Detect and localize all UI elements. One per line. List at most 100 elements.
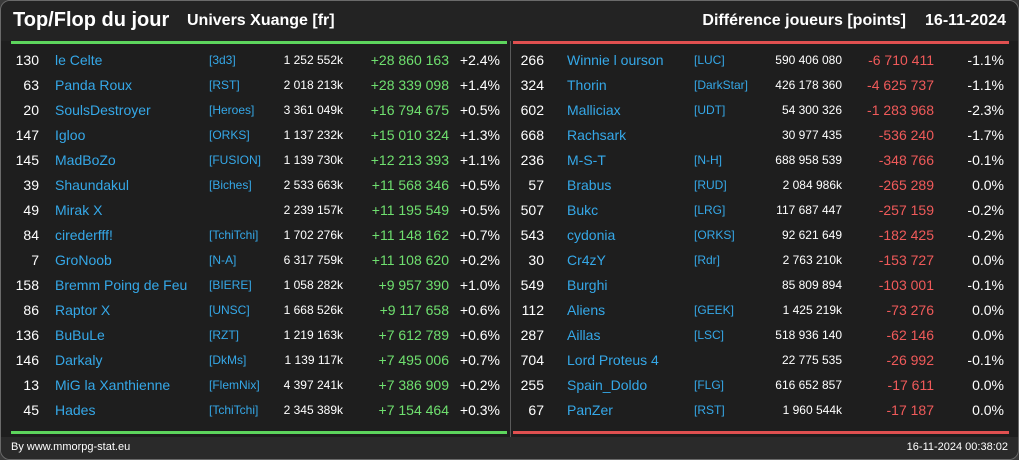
alliance-tag-link[interactable]: [BIERE]: [209, 278, 252, 292]
flop-bottom-bar: [513, 431, 1009, 434]
player-points: 4 397 241k: [283, 378, 343, 392]
player-name-link[interactable]: Thorin: [567, 77, 607, 93]
player-rank: 287: [520, 327, 544, 343]
player-name-link[interactable]: cirederfff!: [55, 227, 113, 243]
alliance-tag-link[interactable]: [RUD]: [694, 178, 727, 192]
player-points: 2 084 986k: [782, 178, 842, 192]
player-name-link[interactable]: Spain_Doldo: [567, 377, 648, 393]
player-name-link[interactable]: Brabus: [567, 177, 612, 193]
player-name-link[interactable]: MiG la Xanthienne: [55, 377, 171, 393]
player-rank: 20: [23, 102, 39, 118]
alliance-tag-link[interactable]: [RST]: [209, 78, 240, 92]
player-rank: 130: [15, 52, 39, 68]
percent-change: +0.7%: [459, 352, 500, 368]
alliance-tag-link[interactable]: [RST]: [694, 403, 725, 417]
player-name-link[interactable]: Shaundakul: [55, 177, 129, 193]
percent-change: -1.7%: [967, 127, 1004, 143]
player-name-link[interactable]: Igloo: [55, 127, 86, 143]
player-points: 54 300 326: [781, 103, 842, 117]
player-name-link[interactable]: Bukc: [567, 202, 599, 218]
top-row: 145 MadBoZo [FUSION] 1 139 730k +12 213 393 +…: [1, 148, 510, 173]
percent-change: +0.2%: [459, 377, 500, 393]
flop-row: 543 cydonia [ORKS] 92 621 649 -182 425 -0.2%: [511, 223, 1018, 248]
player-name-link[interactable]: M-S-T: [567, 152, 606, 168]
player-name-link[interactable]: MadBoZo: [55, 152, 116, 168]
alliance-tag-link[interactable]: [LRG]: [694, 203, 726, 217]
alliance-tag-link[interactable]: [DarkStar]: [694, 78, 749, 92]
alliance-tag-link[interactable]: [Heroes]: [209, 103, 255, 117]
alliance-tag-link[interactable]: [GEEK]: [694, 303, 735, 317]
points-difference: -536 240: [878, 127, 934, 143]
points-difference: -26 992: [886, 352, 934, 368]
alliance-tag-link[interactable]: [LSC]: [694, 328, 725, 342]
player-rank: 30: [528, 252, 544, 268]
alliance-tag-link[interactable]: [ORKS]: [209, 128, 250, 142]
alliance-tag-link[interactable]: [FLG]: [694, 378, 725, 392]
player-rank: 507: [520, 202, 544, 218]
points-difference: +7 386 909: [378, 377, 449, 393]
alliance-tag-link[interactable]: [Biches]: [209, 178, 252, 192]
points-difference: +7 154 464: [378, 402, 449, 418]
player-name-link[interactable]: Aliens: [567, 302, 606, 318]
alliance-tag-link[interactable]: [LUC]: [694, 53, 725, 67]
alliance-tag-link[interactable]: [N-A]: [209, 253, 237, 267]
flop-row: 704 Lord Proteus 4 22 775 535 -26 992 -0.1%: [511, 348, 1018, 373]
player-name-link[interactable]: Panda Roux: [55, 77, 133, 93]
player-name-link[interactable]: Burghi: [567, 277, 608, 293]
alliance-tag-link[interactable]: [UNSC]: [209, 303, 250, 317]
player-rank: 57: [528, 177, 544, 193]
player-name-link[interactable]: Aillas: [567, 327, 601, 343]
alliance-tag-link[interactable]: [TchiTchi]: [209, 228, 259, 242]
player-name-link[interactable]: Bremm Poing de Feu: [55, 277, 188, 293]
flop-row: 236 M-S-T [N-H] 688 958 539 -348 766 -0.1%: [511, 148, 1018, 173]
top-row: 146 Darkaly [DkMs] 1 139 117k +7 495 006 +0.7…: [1, 348, 510, 373]
player-name-link[interactable]: GroNoob: [55, 252, 112, 268]
player-points: 117 687 447: [776, 203, 842, 217]
top-row: 84 cirederfff! [TchiTchi] 1 702 276k +11 148…: [1, 223, 510, 248]
alliance-tag-link[interactable]: [Rdr]: [694, 253, 721, 267]
player-points: 2 239 157k: [283, 203, 343, 217]
player-rank: 49: [23, 202, 39, 218]
alliance-tag-link[interactable]: [3d3]: [209, 53, 236, 67]
flop-row: 266 Winnie l ourson [LUC] 590 406 080 -6 710…: [511, 48, 1018, 73]
column-divider: [510, 41, 511, 437]
points-difference: +9 957 390: [378, 277, 449, 293]
player-name-link[interactable]: BuBuLe: [55, 327, 105, 343]
percent-change: -0.1%: [967, 152, 1004, 168]
player-name-link[interactable]: Lord Proteus 4: [567, 352, 659, 368]
flop-accent-bar: [513, 41, 1009, 44]
player-points: 1 252 552k: [283, 53, 343, 67]
alliance-tag-link[interactable]: [N-H]: [694, 153, 722, 167]
player-name-link[interactable]: Rachsark: [567, 127, 627, 143]
ranking-body: 130 le Celte [3d3] 1 252 552k +28 860 163 +2.…: [1, 41, 1018, 437]
player-points: 2 533 663k: [283, 178, 343, 192]
player-name-link[interactable]: Winnie l ourson: [567, 52, 664, 68]
alliance-tag-link[interactable]: [ORKS]: [694, 228, 735, 242]
flop-row: 112 Aliens [GEEK] 1 425 219k -73 276 0.0%: [511, 298, 1018, 323]
alliance-tag-link[interactable]: [FlemNix]: [209, 378, 260, 392]
alliance-tag-link[interactable]: [RZT]: [209, 328, 239, 342]
points-difference: -103 001: [878, 277, 934, 293]
player-points: 1 058 282k: [283, 278, 343, 292]
player-name-link[interactable]: PanZer: [567, 402, 613, 418]
alliance-tag-link[interactable]: [DkMs]: [209, 353, 247, 367]
player-name-link[interactable]: Cr4zY: [567, 252, 606, 268]
player-name-link[interactable]: le Celte: [55, 52, 103, 68]
alliance-tag-link[interactable]: [UDT]: [694, 103, 726, 117]
points-difference: +11 148 162: [371, 227, 449, 243]
player-name-link[interactable]: Mirak X: [55, 202, 103, 218]
alliance-tag-link[interactable]: [TchiTchi]: [209, 403, 259, 417]
flop-list: 266 Winnie l ourson [LUC] 590 406 080 -6 710…: [511, 48, 1018, 423]
percent-change: +0.5%: [459, 177, 500, 193]
player-rank: 236: [520, 152, 544, 168]
player-name-link[interactable]: Hades: [55, 402, 96, 418]
percent-change: -1.1%: [967, 77, 1004, 93]
player-name-link[interactable]: Darkaly: [55, 352, 103, 368]
player-name-link[interactable]: cydonia: [567, 227, 616, 243]
points-difference: -62 146: [886, 327, 934, 343]
player-name-link[interactable]: Raptor X: [55, 302, 111, 318]
player-name-link[interactable]: SoulsDestroyer: [55, 102, 151, 118]
player-name-link[interactable]: Malliciax: [567, 102, 621, 118]
alliance-tag-link[interactable]: [FUSION]: [209, 153, 262, 167]
percent-change: +0.6%: [459, 302, 500, 318]
